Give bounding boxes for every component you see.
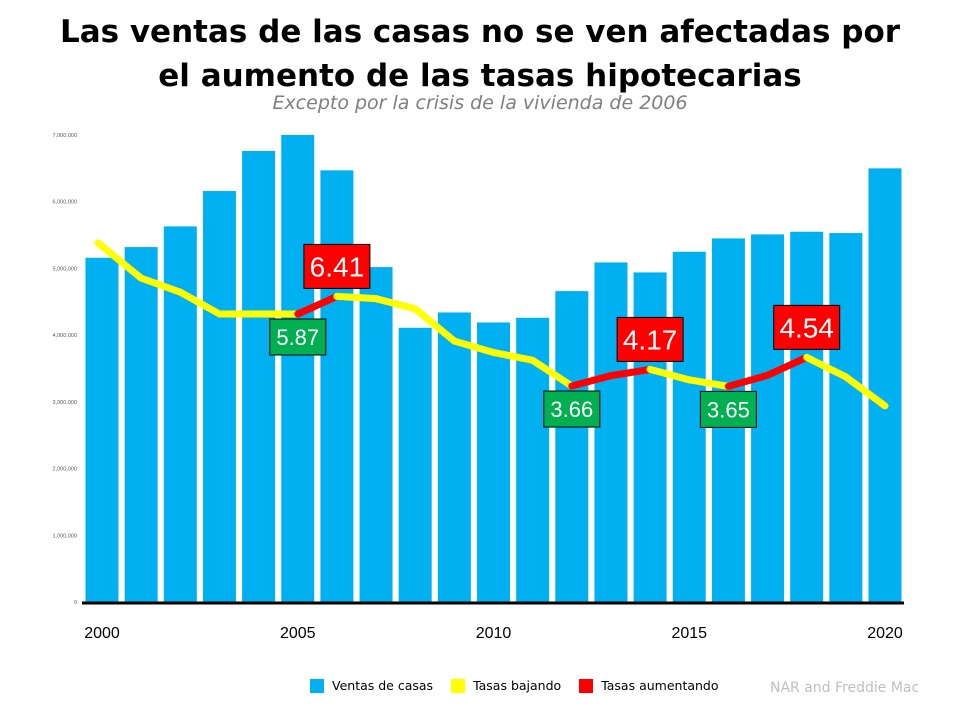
legend-label: Ventas de casas [332,678,434,693]
y-tick-label: 7,000,000 [53,133,77,139]
legend: Ventas de casas Tasas bajando Tasas aume… [310,678,737,693]
rate-segment-falling [372,295,419,313]
legend-swatch-red [579,678,594,693]
y-tick-label: 5,000,000 [53,266,77,272]
annotation-box-2018 [773,304,841,350]
bar-2007 [359,267,393,602]
rate-segment-falling [411,305,458,345]
annotation-box-2014 [616,316,684,362]
bar-2010 [477,322,510,602]
bar-2009 [437,312,471,602]
rate-segment-rising [764,353,811,379]
bar-2003 [202,191,236,603]
legend-label: Tasas bajando [473,678,562,693]
bar-2020 [868,168,902,602]
x-tick-label: 2000 [84,625,120,642]
annotation-box-2006 [303,243,371,289]
rate-segment-falling [490,348,537,364]
x-tick-label: 2005 [280,625,316,642]
bar-2008 [398,327,432,602]
annotation-label-2016: 3.65 [707,397,750,422]
legend-item-sales: Ventas de casas [310,678,433,693]
rate-segment-falling [137,274,184,296]
y-tick-label: 4,000,000 [53,333,77,339]
y-tick-label: 3,000,000 [53,400,77,406]
annotation-box-2012 [543,390,601,428]
bar-2002 [163,226,197,603]
rate-segment-rising [294,292,341,318]
y-tick-label: 2,000,000 [53,467,77,473]
annotation-box-2016 [699,390,757,428]
bar-2012 [555,291,589,602]
legend-swatch-blue [310,678,324,693]
chart-title: Las ventas de las casas no se ven afecta… [59,14,901,94]
bar-2004 [242,151,276,603]
y-tick-label: 6,000,000 [53,200,77,206]
rate-segment-falling [333,292,380,303]
rate-segment-rising [568,372,615,390]
annotation-label-2018: 4.54 [779,312,834,343]
bar-2019 [829,233,863,602]
rate-segment-rising [724,371,772,390]
bar-2001 [124,247,158,602]
annotation-label-2006: 6.41 [310,251,365,282]
rate-segment-falling [646,365,693,384]
legend-item-falling: Tasas bajando [451,678,561,693]
y-tick-label: 1,000,000 [53,533,77,539]
annotation-box-2005 [269,318,327,356]
rate-segment-falling [450,337,497,356]
rate-segment-rising [607,365,654,380]
rate-segment-falling [176,288,223,318]
rate-segment-falling [529,356,576,390]
legend-swatch-yellow [451,678,466,693]
x-tick-label: 2020 [867,625,903,642]
rate-segment-falling [803,353,850,381]
bar-2018 [790,231,824,602]
bar-2013 [594,262,628,602]
annotation-label-2014: 4.17 [623,324,678,355]
legend-item-rising: Tasas aumentando [579,678,719,693]
x-tick-label: 2015 [671,625,707,642]
source-note: NAR and Freddie Mac [770,680,920,696]
bar-2005 [281,135,315,602]
bar-2006 [320,170,354,602]
y-tick-label: 0 [74,600,77,606]
chart-subtitle: Excepto por la crisis de la vivienda de … [272,92,688,114]
bar-2000 [85,257,119,602]
annotation-label-2005: 5.87 [276,325,319,350]
rate-segment-falling [685,376,732,390]
annotation-label-2012: 3.66 [550,397,593,422]
rate-segment-falling [94,239,145,282]
legend-label: Tasas aumentando [601,678,719,693]
rate-segment-falling [842,373,889,410]
x-tick-label: 2010 [476,625,512,642]
